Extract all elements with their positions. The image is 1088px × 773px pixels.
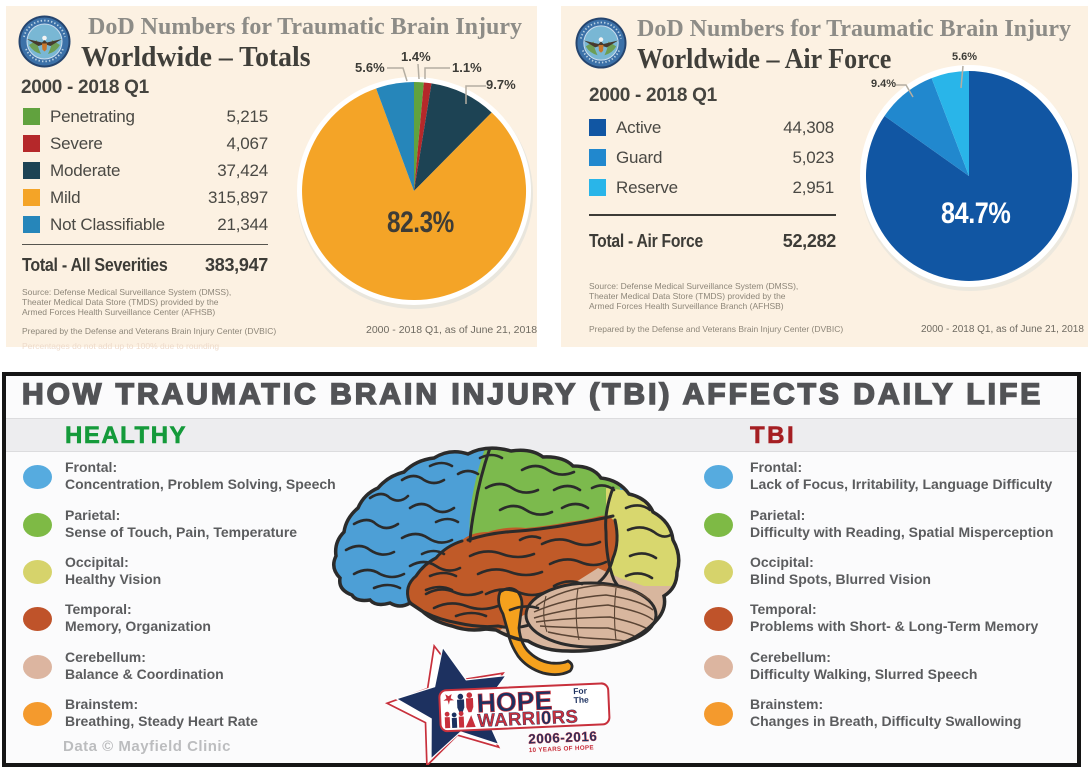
svg-text:For: For	[573, 686, 588, 697]
svg-text:WARRI0RS: WARRI0RS	[477, 705, 579, 730]
svg-text:The: The	[573, 694, 589, 705]
svg-text:2006-2016: 2006-2016	[528, 729, 598, 747]
svg-text:HOPE: HOPE	[476, 685, 553, 718]
svg-text:10 YEARS OF HOPE: 10 YEARS OF HOPE	[529, 744, 594, 754]
